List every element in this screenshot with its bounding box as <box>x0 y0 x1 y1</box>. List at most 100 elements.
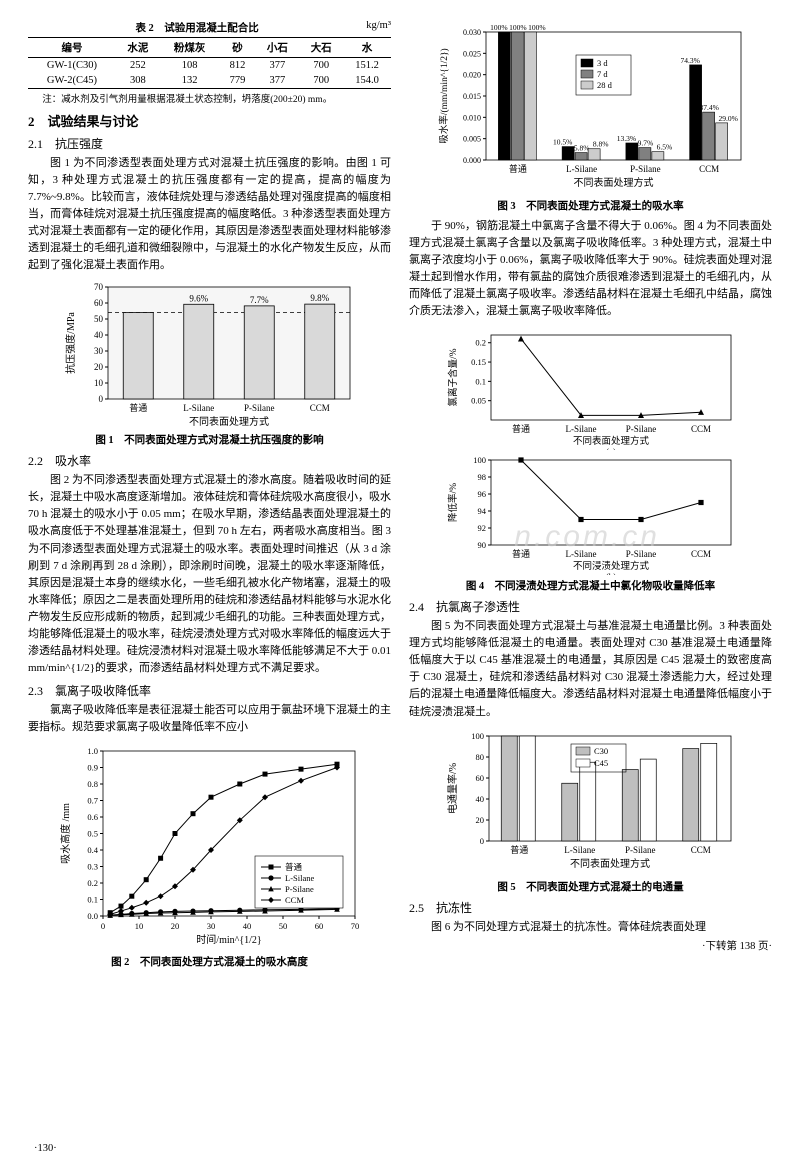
svg-text:0.15: 0.15 <box>471 357 486 367</box>
svg-text:0.025: 0.025 <box>463 49 481 58</box>
svg-text:不同表面处理方式: 不同表面处理方式 <box>189 415 269 428</box>
figure-4-caption: 图 4 不同浸渍处理方式混凝土中氯化物吸收量降低率 <box>409 578 772 593</box>
svg-text:80: 80 <box>475 752 484 762</box>
svg-text:100: 100 <box>473 455 486 465</box>
svg-text:7.7%: 7.7% <box>249 295 268 305</box>
figure-2-svg: 0.00.10.20.30.40.50.60.70.80.91.00102030… <box>55 741 365 951</box>
svg-text:20: 20 <box>170 921 179 931</box>
svg-text:降低率/%: 降低率/% <box>447 483 459 522</box>
figure-2: 0.00.10.20.30.40.50.60.70.80.91.00102030… <box>28 741 391 969</box>
svg-text:普通: 普通 <box>129 402 147 413</box>
svg-text:40: 40 <box>475 794 484 804</box>
svg-text:0.1: 0.1 <box>87 894 98 904</box>
svg-text:7 d: 7 d <box>597 69 608 79</box>
svg-text:0.000: 0.000 <box>463 156 481 165</box>
section-2-4-para: 图 5 为不同表面处理方式混凝土与基准混凝土电通量比例。3 种表面处理方式均能够… <box>409 618 772 720</box>
svg-text:6.5%: 6.5% <box>656 143 672 152</box>
svg-text:13.3%: 13.3% <box>616 134 635 143</box>
svg-text:CCM: CCM <box>699 164 719 174</box>
svg-text:40: 40 <box>242 921 251 931</box>
svg-text:40: 40 <box>94 330 104 340</box>
svg-text:60: 60 <box>314 921 323 931</box>
svg-text:0.0: 0.0 <box>87 911 98 921</box>
svg-text:L-Silane: L-Silane <box>564 845 595 855</box>
svg-text:100%: 100% <box>509 23 527 32</box>
svg-text:0.4: 0.4 <box>87 845 98 855</box>
col-hdr: 编号 <box>28 38 116 58</box>
figure-1: 010203040506070普通9.6%L-Silane7.7%P-Silan… <box>28 279 391 447</box>
figure-2-caption: 图 2 不同表面处理方式混凝土的吸水高度 <box>28 954 391 969</box>
svg-text:C30: C30 <box>594 746 608 756</box>
figure-3-caption: 图 3 不同表面处理方式混凝土的吸水率 <box>409 198 772 213</box>
section-2-5-para: 图 6 为不同处理方式混凝土的抗冻性。膏体硅烷表面处理 <box>409 919 772 936</box>
svg-text:8.8%: 8.8% <box>592 140 608 149</box>
svg-text:0.7: 0.7 <box>87 795 98 805</box>
section-2-3-title: 2.3 氯离子吸收降低率 <box>28 682 391 699</box>
svg-text:5.8%: 5.8% <box>573 144 589 153</box>
svg-text:29.0%: 29.0% <box>718 114 737 123</box>
section-2-2-title: 2.2 吸水率 <box>28 452 391 469</box>
svg-text:0.2: 0.2 <box>87 878 98 888</box>
svg-text:抗压强度/MPa: 抗压强度/MPa <box>64 312 77 374</box>
svg-text:28 d: 28 d <box>597 80 613 90</box>
svg-text:L-Silane: L-Silane <box>285 873 314 883</box>
svg-text:1.0: 1.0 <box>87 746 98 756</box>
page-number: ·130· <box>34 1143 57 1154</box>
col-hdr: 水 <box>343 38 391 58</box>
svg-text:P-Silane: P-Silane <box>625 424 656 434</box>
table-2-title-text: 表 2 试验用混凝土配合比 <box>135 23 258 34</box>
svg-text:9.6%: 9.6% <box>189 294 208 304</box>
svg-text:10: 10 <box>134 921 143 931</box>
svg-text:不同表面处理方式: 不同表面处理方式 <box>573 176 653 189</box>
section-2-3-para: 氯离子吸收降低率是表征混凝土能否可以应用于氯盐环境下混凝土的主要指标。规范要求氯… <box>28 702 391 736</box>
table-2: 编号 水泥 粉煤灰 砂 小石 大石 水 GW-1(C30)25210881237… <box>28 37 391 89</box>
svg-text:20: 20 <box>94 362 104 372</box>
figure-4: 0.050.10.150.2普通L-SilaneP-SilaneCCM氯离子含量… <box>409 325 772 593</box>
svg-text:L-Silane: L-Silane <box>565 424 596 434</box>
col-hdr: 大石 <box>299 38 343 58</box>
svg-text:60: 60 <box>475 773 484 783</box>
svg-text:0.9: 0.9 <box>87 762 98 772</box>
svg-text:吸水高度 /mm: 吸水高度 /mm <box>59 803 72 864</box>
section-2-5-title: 2.5 抗冻性 <box>409 899 772 916</box>
svg-text:CCM: CCM <box>690 549 710 559</box>
svg-text:10: 10 <box>94 378 104 388</box>
svg-text:L-Silane: L-Silane <box>183 403 214 413</box>
svg-text:P-Silane: P-Silane <box>244 403 275 413</box>
svg-text:9.7%: 9.7% <box>637 139 653 148</box>
svg-text:普通: 普通 <box>511 548 529 559</box>
svg-text:0.6: 0.6 <box>87 812 98 822</box>
svg-text:普通: 普通 <box>511 423 529 434</box>
svg-text:96: 96 <box>477 489 486 499</box>
svg-text:70: 70 <box>94 282 104 292</box>
svg-text:P-Silane: P-Silane <box>630 164 661 174</box>
svg-text:CCM: CCM <box>690 845 710 855</box>
svg-text:0.030: 0.030 <box>463 28 481 37</box>
svg-text:100: 100 <box>471 731 484 741</box>
svg-text:C45: C45 <box>594 758 608 768</box>
table-row: 编号 水泥 粉煤灰 砂 小石 大石 水 <box>28 38 391 58</box>
table-row: GW-2(C45)308132779377700154.0 <box>28 73 391 89</box>
svg-text:0.010: 0.010 <box>463 113 481 122</box>
svg-text:普通: 普通 <box>510 844 528 855</box>
svg-text:0: 0 <box>98 394 103 404</box>
figure-5-svg: 020406080100普通L-SilaneP-SilaneCCMC30C45电… <box>441 726 741 876</box>
svg-text:P-Silane: P-Silane <box>285 884 314 894</box>
svg-text:普通: 普通 <box>285 862 303 872</box>
svg-text:37.4%: 37.4% <box>699 103 718 112</box>
svg-text:不同表面处理方式: 不同表面处理方式 <box>570 857 650 870</box>
svg-text:50: 50 <box>94 314 104 324</box>
svg-text:0.015: 0.015 <box>463 92 481 101</box>
svg-text:0.2: 0.2 <box>475 338 486 348</box>
table-2-note: 注：减水剂及引气剂用量根据混凝土状态控制，坍落度(200±20) mm。 <box>28 91 391 105</box>
svg-text:(a): (a) <box>606 447 616 450</box>
svg-text:20: 20 <box>475 815 484 825</box>
svg-text:吸水率/(mm/min^{1/2}): 吸水率/(mm/min^{1/2}) <box>438 48 450 143</box>
svg-text:(b): (b) <box>605 572 616 575</box>
svg-text:90: 90 <box>477 540 486 550</box>
svg-text:9.8%: 9.8% <box>310 293 329 303</box>
col-hdr: 水泥 <box>116 38 160 58</box>
figure-1-svg: 010203040506070普通9.6%L-Silane7.7%P-Silan… <box>60 279 360 429</box>
svg-text:60: 60 <box>94 298 104 308</box>
table-2-wrap: 表 2 试验用混凝土配合比 kg/m³ 编号 水泥 粉煤灰 砂 小石 大石 水 … <box>28 20 391 105</box>
